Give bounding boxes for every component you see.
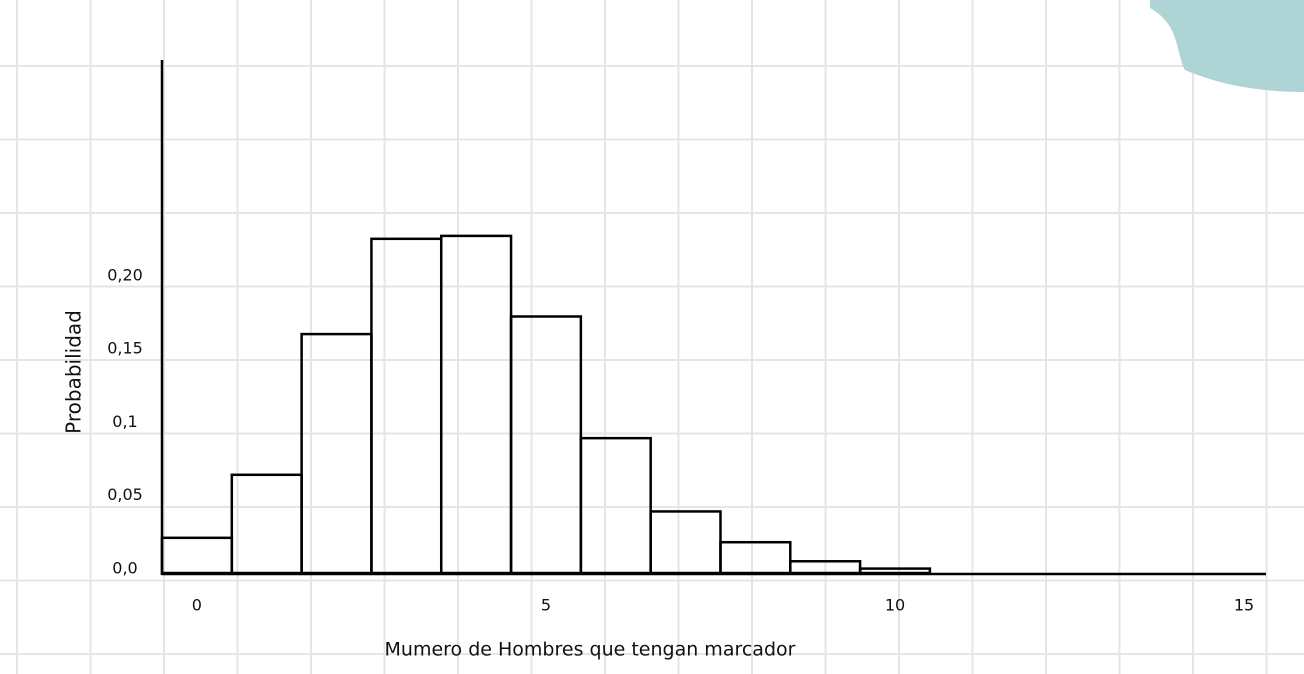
x-axis-label: Mumero de Hombres que tengan marcador	[385, 639, 796, 661]
x-tick-label: 15	[1234, 596, 1254, 615]
y-tick-label: 0,1	[112, 412, 137, 431]
x-tick-label: 5	[541, 596, 551, 615]
bar	[509, 315, 583, 575]
bar	[370, 237, 443, 575]
decoration-blob	[1150, 0, 1304, 92]
bar	[230, 473, 303, 575]
x-tick-label: 10	[885, 596, 905, 615]
y-tick-label: 0,05	[107, 485, 143, 504]
y-tick-label: 0,0	[112, 559, 137, 578]
bar	[649, 510, 722, 575]
y-tick-label: 0,15	[107, 339, 143, 358]
bar	[858, 567, 932, 575]
bar	[160, 536, 234, 575]
bar	[719, 540, 792, 575]
y-tick-label: 0,20	[107, 265, 143, 284]
y-axis-label: Probabilidad	[62, 310, 86, 434]
x-tick-label: 0	[192, 596, 202, 615]
bar	[789, 560, 862, 575]
bar	[579, 436, 652, 575]
bar	[300, 332, 373, 575]
bar	[439, 234, 513, 575]
